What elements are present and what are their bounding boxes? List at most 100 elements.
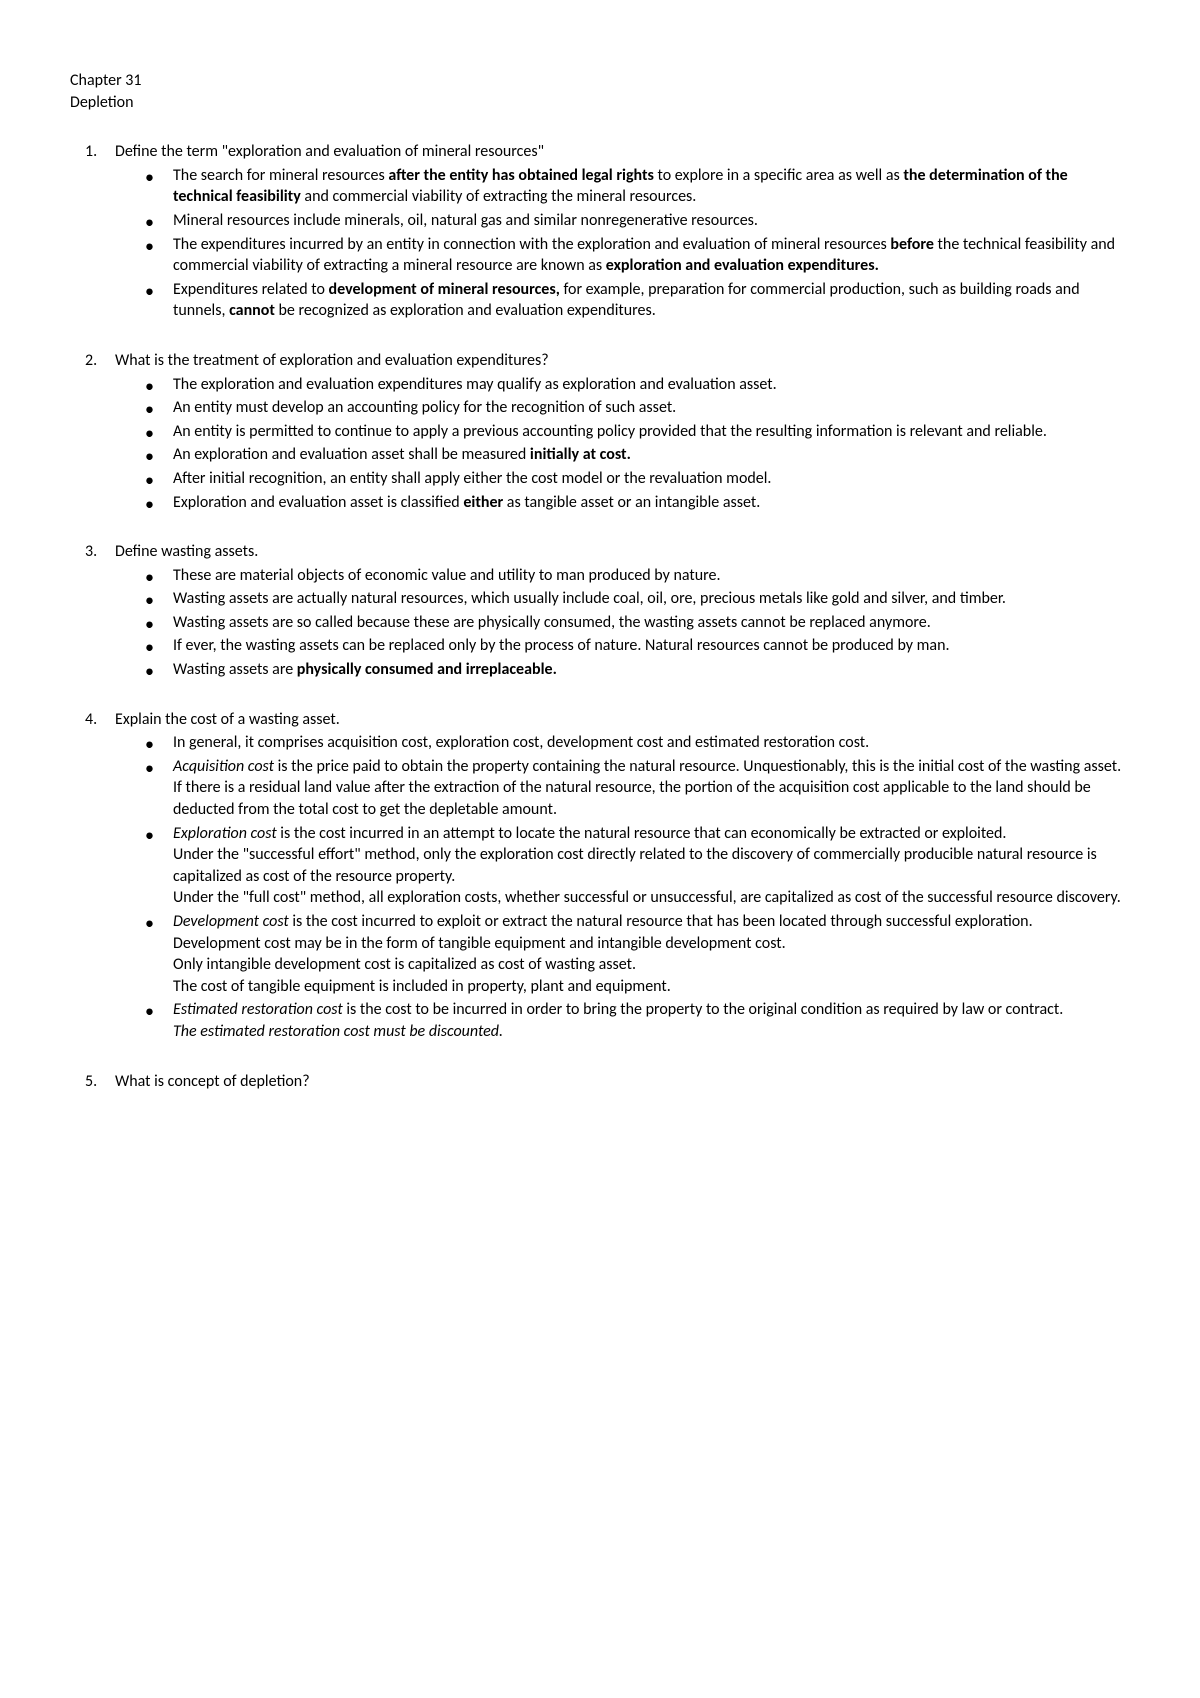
text-segment: The expenditures incurred by an entity i… (173, 235, 890, 254)
list-item: Define the term "exploration and evaluat… (115, 141, 1130, 322)
text-segment: Exploration cost (173, 824, 277, 843)
text-segment: If ever, the wasting assets can be repla… (173, 636, 950, 655)
text-segment: In general, it comprises acquisition cos… (173, 733, 869, 752)
bullet-main: Development cost is the cost incurred to… (173, 911, 1130, 933)
bullet-item: An entity must develop an accounting pol… (173, 397, 1130, 419)
bullet-item: After initial recognition, an entity sha… (173, 468, 1130, 490)
text-segment: Development cost may be in the form of t… (173, 934, 786, 953)
main-list: Define the term "exploration and evaluat… (70, 141, 1130, 1092)
bullet-item: Development cost is the cost incurred to… (173, 911, 1130, 997)
question-text: What is concept of depletion? (115, 1071, 1130, 1093)
text-segment: Mineral resources include minerals, oil,… (173, 211, 758, 230)
list-item: Explain the cost of a wasting asset. In g… (115, 709, 1130, 1043)
bullet-main: An entity is permitted to continue to ap… (173, 421, 1130, 443)
list-item: What is concept of depletion? (115, 1071, 1130, 1093)
text-segment: to explore in a specific area as well as (654, 166, 903, 185)
bullet-item: Wasting assets are physically consumed a… (173, 659, 1130, 681)
bullet-list: These are material objects of economic v… (115, 565, 1130, 681)
bullet-item: If ever, the wasting assets can be repla… (173, 635, 1130, 657)
question-text: Define wasting assets. (115, 541, 1130, 563)
bullet-item: Exploration and evaluation asset is clas… (173, 492, 1130, 514)
chapter-label: Chapter 31 (70, 70, 1130, 92)
bullet-item: The search for mineral resources after t… (173, 165, 1130, 208)
bullet-item: In general, it comprises acquisition cos… (173, 732, 1130, 754)
bullet-list: The search for mineral resources after t… (115, 165, 1130, 322)
text-segment: Under the "full cost" method, all explor… (173, 888, 1121, 907)
bullet-subline: If there is a residual land value after … (173, 777, 1130, 820)
text-segment: development of mineral resources, (329, 280, 560, 299)
bullet-main: Wasting assets are physically consumed a… (173, 659, 1130, 681)
bullet-subline: The estimated restoration cost must be d… (173, 1021, 1130, 1043)
bullet-item: Wasting assets are so called because the… (173, 612, 1130, 634)
bullet-item: Exploration cost is the cost incurred in… (173, 823, 1130, 909)
question-text: Explain the cost of a wasting asset. (115, 709, 1130, 731)
bullet-item: Expenditures related to development of m… (173, 279, 1130, 322)
text-segment: An exploration and evaluation asset shal… (173, 445, 530, 464)
bullet-main: Expenditures related to development of m… (173, 279, 1130, 322)
bullet-main: Wasting assets are so called because the… (173, 612, 1130, 634)
list-item: What is the treatment of exploration and… (115, 350, 1130, 513)
chapter-title: Depletion (70, 92, 1130, 114)
bullet-item: These are material objects of economic v… (173, 565, 1130, 587)
text-segment: If there is a residual land value after … (173, 778, 1091, 819)
bullet-list: The exploration and evaluation expenditu… (115, 374, 1130, 514)
text-segment: After initial recognition, an entity sha… (173, 469, 771, 488)
bullet-item: The expenditures incurred by an entity i… (173, 234, 1130, 277)
text-segment: and commercial viability of extracting t… (301, 187, 697, 206)
bullet-main: The expenditures incurred by an entity i… (173, 234, 1130, 277)
bullet-main: Acquisition cost is the price paid to ob… (173, 756, 1130, 778)
text-segment: Wasting assets are actually natural reso… (173, 589, 1006, 608)
text-segment: Development cost (173, 912, 289, 931)
text-segment: after the entity has obtained legal righ… (388, 166, 654, 185)
bullet-item: An entity is permitted to continue to ap… (173, 421, 1130, 443)
text-segment: The cost of tangible equipment is includ… (173, 977, 671, 996)
bullet-main: In general, it comprises acquisition cos… (173, 732, 1130, 754)
text-segment: is the price paid to obtain the property… (274, 757, 1121, 776)
text-segment: Exploration and evaluation asset is clas… (173, 493, 463, 512)
bullet-main: Exploration cost is the cost incurred in… (173, 823, 1130, 845)
text-segment: Expenditures related to (173, 280, 329, 299)
text-segment: Under the "successful effort" method, on… (173, 845, 1097, 886)
bullet-list: In general, it comprises acquisition cos… (115, 732, 1130, 1042)
text-segment: Acquisition cost (173, 757, 274, 776)
text-segment: Wasting assets are so called because the… (173, 613, 931, 632)
bullet-item: Estimated restoration cost is the cost t… (173, 999, 1130, 1042)
text-segment: either (463, 493, 503, 512)
bullet-main: Estimated restoration cost is the cost t… (173, 999, 1130, 1021)
question-text: Define the term "exploration and evaluat… (115, 141, 1130, 163)
bullet-item: Acquisition cost is the price paid to ob… (173, 756, 1130, 821)
bullet-main: The exploration and evaluation expenditu… (173, 374, 1130, 396)
text-segment: The estimated restoration cost must be d… (173, 1022, 503, 1041)
text-segment: cannot (229, 301, 275, 320)
document-header: Chapter 31 Depletion (70, 70, 1130, 113)
bullet-subline: Under the "full cost" method, all explor… (173, 887, 1130, 909)
text-segment: The search for mineral resources (173, 166, 388, 185)
text-segment: exploration and evaluation expenditures. (606, 256, 879, 275)
question-text: What is the treatment of exploration and… (115, 350, 1130, 372)
list-item: Define wasting assets. These are material… (115, 541, 1130, 681)
bullet-subline: The cost of tangible equipment is includ… (173, 976, 1130, 998)
bullet-main: Mineral resources include minerals, oil,… (173, 210, 1130, 232)
bullet-item: Wasting assets are actually natural reso… (173, 588, 1130, 610)
text-segment: Estimated restoration cost (173, 1000, 343, 1019)
text-segment: These are material objects of economic v… (173, 566, 721, 585)
bullet-main: If ever, the wasting assets can be repla… (173, 635, 1130, 657)
bullet-main: An exploration and evaluation asset shal… (173, 444, 1130, 466)
bullet-main: These are material objects of economic v… (173, 565, 1130, 587)
bullet-main: The search for mineral resources after t… (173, 165, 1130, 208)
bullet-main: After initial recognition, an entity sha… (173, 468, 1130, 490)
text-segment: be recognized as exploration and evaluat… (275, 301, 656, 320)
text-segment: Only intangible development cost is capi… (173, 955, 636, 974)
text-segment: Wasting assets are (173, 660, 297, 679)
text-segment: An entity is permitted to continue to ap… (173, 422, 1047, 441)
bullet-main: Wasting assets are actually natural reso… (173, 588, 1130, 610)
bullet-main: Exploration and evaluation asset is clas… (173, 492, 1130, 514)
bullet-subline: Development cost may be in the form of t… (173, 933, 1130, 955)
text-segment: An entity must develop an accounting pol… (173, 398, 676, 417)
bullet-subline: Under the "successful effort" method, on… (173, 844, 1130, 887)
text-segment: initially at cost. (530, 445, 631, 464)
text-segment: is the cost to be incurred in order to b… (343, 1000, 1064, 1019)
text-segment: is the cost incurred to exploit or extra… (289, 912, 1033, 931)
text-segment: as tangible asset or an intangible asset… (503, 493, 760, 512)
bullet-item: Mineral resources include minerals, oil,… (173, 210, 1130, 232)
